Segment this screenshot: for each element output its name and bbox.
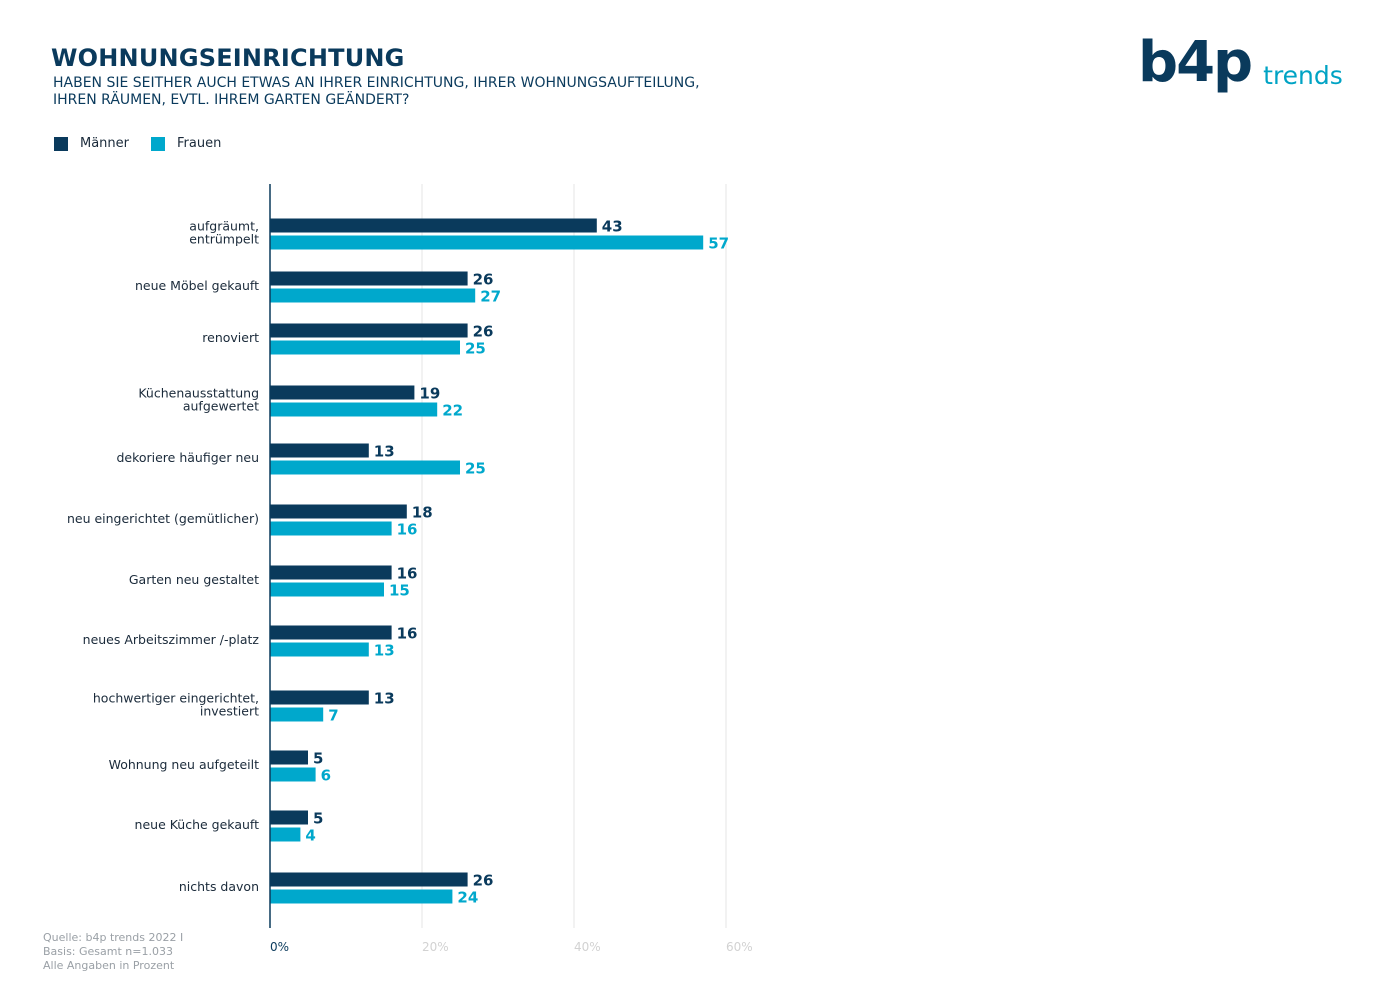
- data-label: 6: [321, 767, 331, 785]
- bar: [270, 625, 392, 640]
- legend-swatch-frauen: [151, 136, 166, 151]
- chart-title: WOHNUNGSEINRICHTUNG: [51, 44, 405, 72]
- bar: [270, 340, 460, 355]
- x-tick-label: 20%: [422, 940, 449, 954]
- bar: [270, 323, 468, 338]
- chart-footer: Quelle: b4p trends 2022 I Basis: Gesamt …: [43, 931, 183, 973]
- bar: [270, 288, 476, 303]
- category-label: investiert: [200, 704, 259, 719]
- legend-item-maenner: Männer: [54, 136, 129, 151]
- bar: [270, 582, 384, 597]
- data-label: 13: [374, 642, 395, 660]
- data-label: 16: [397, 565, 418, 583]
- category-label: neue Küche gekauft: [135, 817, 260, 832]
- data-label: 25: [465, 460, 486, 478]
- data-label: 16: [397, 625, 418, 643]
- x-tick-label: 0%: [270, 940, 289, 954]
- data-label: 24: [457, 889, 478, 907]
- category-label: neues Arbeitszimmer /-platz: [83, 632, 260, 647]
- legend-label-maenner: Männer: [80, 136, 130, 151]
- bar: [270, 872, 468, 887]
- bar: [270, 218, 597, 233]
- data-label: 26: [473, 323, 494, 341]
- bar: [270, 810, 308, 825]
- subtitle-line-1: HABEN SIE SEITHER AUCH ETWAS AN IHRER EI…: [53, 75, 700, 91]
- b4p-trends-logo: b4p trends: [1138, 30, 1343, 96]
- bar: [270, 642, 369, 657]
- data-label: 13: [374, 443, 395, 461]
- category-label: Wohnung neu aufgeteilt: [109, 757, 260, 772]
- bar: [270, 767, 316, 782]
- data-label: 26: [473, 271, 494, 289]
- bar: [270, 690, 369, 705]
- bar: [270, 750, 308, 765]
- data-label: 5: [313, 810, 323, 828]
- bar: [270, 521, 392, 536]
- footer-note: Alle Angaben in Prozent: [43, 959, 175, 972]
- data-label: 18: [412, 504, 433, 522]
- logo-trends-text: trends: [1263, 61, 1343, 90]
- data-label: 26: [473, 872, 494, 890]
- bar: [270, 235, 704, 250]
- category-label: neue Möbel gekauft: [135, 278, 259, 293]
- logo-wordmark: b4p: [1138, 30, 1253, 95]
- category-label: dekoriere häufiger neu: [116, 450, 259, 465]
- bar: [270, 889, 453, 904]
- data-label: 16: [397, 521, 418, 539]
- bar: [270, 385, 415, 400]
- chart-subtitle: HABEN SIE SEITHER AUCH ETWAS AN IHRER EI…: [53, 75, 813, 109]
- data-label: 13: [374, 690, 395, 708]
- category-label: nichts davon: [179, 879, 259, 894]
- data-label: 27: [480, 288, 501, 306]
- subtitle-line-2: IHREN RÄUMEN, EVTL. IHREM GARTEN GEÄNDER…: [53, 92, 410, 108]
- footer-source: Quelle: b4p trends 2022 I: [43, 931, 184, 944]
- data-label: 4: [305, 827, 315, 845]
- category-label: Garten neu gestaltet: [129, 572, 259, 587]
- data-label: 19: [419, 385, 440, 403]
- bar: [270, 402, 438, 417]
- bar: [270, 565, 392, 580]
- x-tick-label: 40%: [574, 940, 601, 954]
- bar: [270, 460, 460, 475]
- legend-label-frauen: Frauen: [177, 136, 222, 151]
- category-label: aufgräumt,: [189, 219, 259, 234]
- data-label: 57: [708, 235, 729, 253]
- bar: [270, 443, 369, 458]
- data-label: 15: [389, 582, 410, 600]
- category-label: renoviert: [202, 330, 259, 345]
- category-label: hochwertiger eingerichtet,: [93, 691, 259, 706]
- data-label: 43: [602, 218, 623, 236]
- data-label: 25: [465, 340, 486, 358]
- chart-legend: Männer Frauen: [54, 136, 243, 151]
- data-label: 5: [313, 750, 323, 768]
- footer-basis: Basis: Gesamt n=1.033: [43, 945, 173, 958]
- data-label: 7: [328, 707, 338, 725]
- category-label: aufgewertet: [183, 399, 259, 414]
- category-label: entrümpelt: [189, 232, 259, 247]
- bar: [270, 827, 301, 842]
- bar: [270, 271, 468, 286]
- category-label: neu eingerichtet (gemütlicher): [67, 511, 259, 526]
- x-tick-label: 60%: [726, 940, 753, 954]
- bar: [270, 504, 407, 519]
- category-label: Küchenausstattung: [138, 386, 259, 401]
- legend-item-frauen: Frauen: [151, 136, 221, 151]
- bar: [270, 707, 324, 722]
- legend-swatch-maenner: [54, 136, 68, 151]
- data-label: 22: [442, 402, 463, 420]
